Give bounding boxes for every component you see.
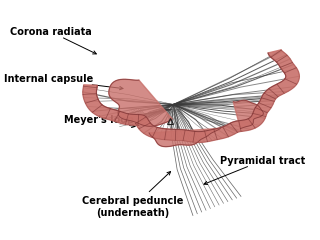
Text: Cerebral peduncle
(underneath): Cerebral peduncle (underneath) [82,172,184,218]
Polygon shape [83,50,299,142]
Text: Internal capsule: Internal capsule [4,74,123,90]
Polygon shape [109,79,172,126]
Text: Corona radiata: Corona radiata [10,27,96,54]
Text: Pyramidal tract: Pyramidal tract [204,156,305,185]
Text: Meyer's loop: Meyer's loop [64,115,135,127]
Polygon shape [233,100,263,129]
Polygon shape [149,128,220,147]
